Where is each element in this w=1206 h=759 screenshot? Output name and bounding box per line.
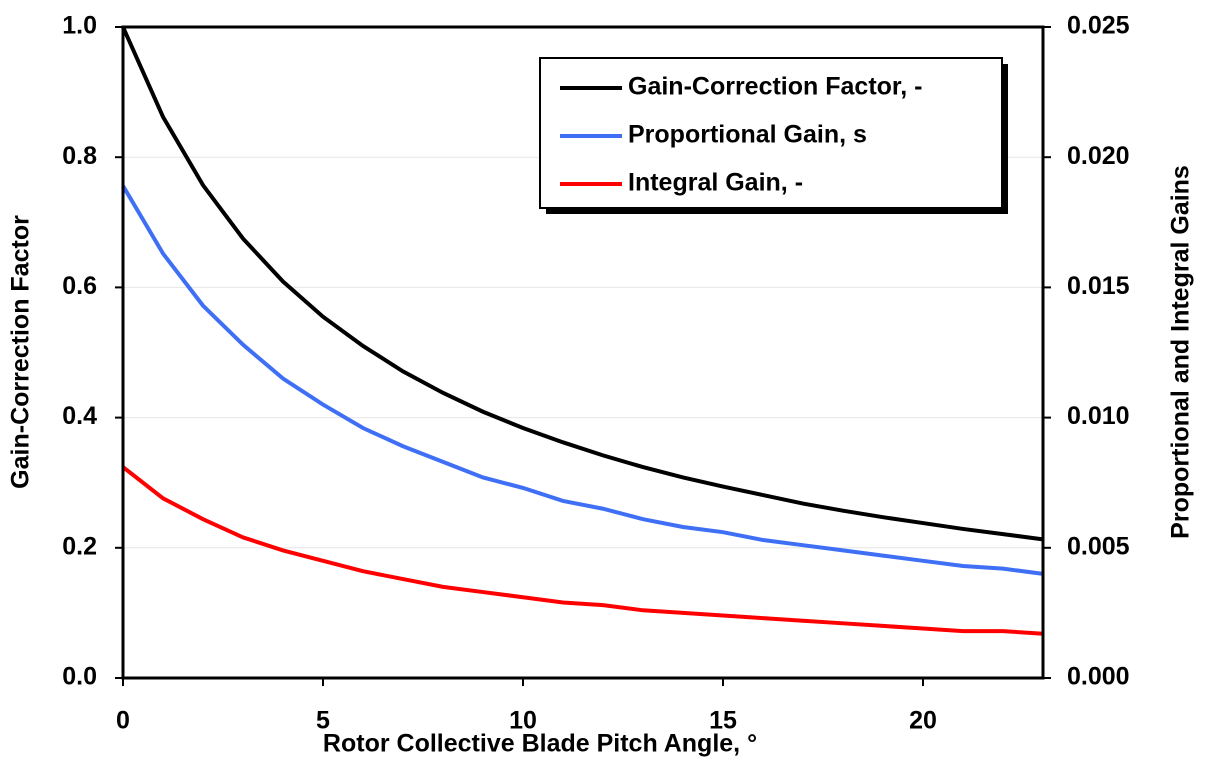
- y-tick-label: 0.2: [62, 532, 97, 560]
- plot-frame: [121, 25, 1045, 680]
- y-tick-label: 1.0: [62, 12, 97, 40]
- x-tick-label: 15: [709, 707, 737, 735]
- y-tick-label: 0.4: [62, 402, 97, 430]
- y-tick-label: 0.6: [62, 272, 97, 300]
- x-tick-label: 5: [316, 707, 330, 735]
- y2-tick-label: 0.010: [1067, 402, 1130, 430]
- y2-tick-label: 0.025: [1067, 12, 1130, 40]
- y2-tick-label: 0.000: [1067, 663, 1130, 691]
- legend-label: Proportional Gain, s: [628, 121, 867, 149]
- series-line: [121, 184, 1044, 576]
- x-tick-label: 0: [116, 707, 130, 735]
- series-line: [121, 26, 1044, 542]
- x-tick-label: 20: [909, 707, 937, 735]
- x-axis-title: Rotor Collective Blade Pitch Angle, °: [323, 730, 757, 758]
- y-tick-label: 0.8: [62, 142, 97, 170]
- x-tick-label: 10: [509, 707, 537, 735]
- y2-axis-title: Proportional and Integral Gains: [1167, 165, 1195, 539]
- series-line: [121, 465, 1044, 636]
- y-tick-label: 0.0: [62, 663, 97, 691]
- y-axis-title: Gain-Correction Factor: [7, 215, 35, 489]
- y2-tick-label: 0.005: [1067, 532, 1130, 560]
- y2-tick-label: 0.015: [1067, 272, 1130, 300]
- y2-tick-label: 0.020: [1067, 142, 1130, 170]
- legend-label: Integral Gain, -: [628, 169, 803, 197]
- legend-label: Gain-Correction Factor, -: [628, 73, 922, 101]
